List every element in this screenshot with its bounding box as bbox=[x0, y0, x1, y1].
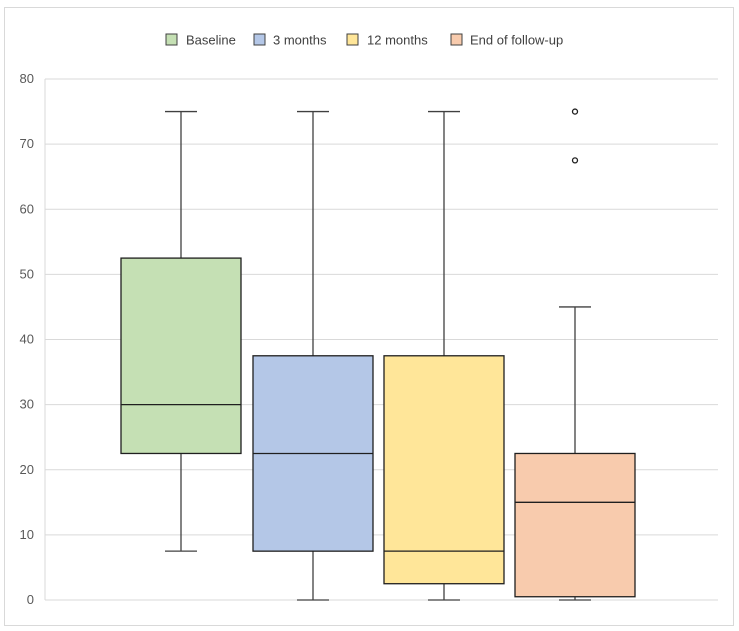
legend-swatch bbox=[450, 33, 463, 46]
legend-label: 3 months bbox=[273, 33, 327, 48]
y-tick-label: 60 bbox=[20, 201, 34, 216]
legend-swatch bbox=[346, 33, 359, 46]
legend-label: End of follow-up bbox=[470, 33, 563, 48]
y-tick-label: 30 bbox=[20, 397, 34, 412]
legend-label: Baseline bbox=[186, 33, 236, 48]
legend-label: 12 months bbox=[367, 33, 428, 48]
y-tick-label: 40 bbox=[20, 332, 34, 347]
box-12-months bbox=[383, 355, 505, 585]
box-end-of-follow-up bbox=[514, 452, 636, 598]
y-tick-label: 80 bbox=[20, 71, 34, 86]
y-tick-label: 50 bbox=[20, 266, 34, 281]
outlier-point bbox=[571, 157, 579, 164]
y-tick-label: 20 bbox=[20, 462, 34, 477]
legend-swatch bbox=[165, 33, 178, 46]
y-tick-label: 10 bbox=[20, 527, 34, 542]
legend-swatch bbox=[253, 33, 266, 46]
y-tick-label: 0 bbox=[27, 592, 34, 607]
y-tick-label: 70 bbox=[20, 136, 34, 151]
outlier-point bbox=[571, 108, 579, 115]
box-baseline bbox=[120, 257, 242, 455]
